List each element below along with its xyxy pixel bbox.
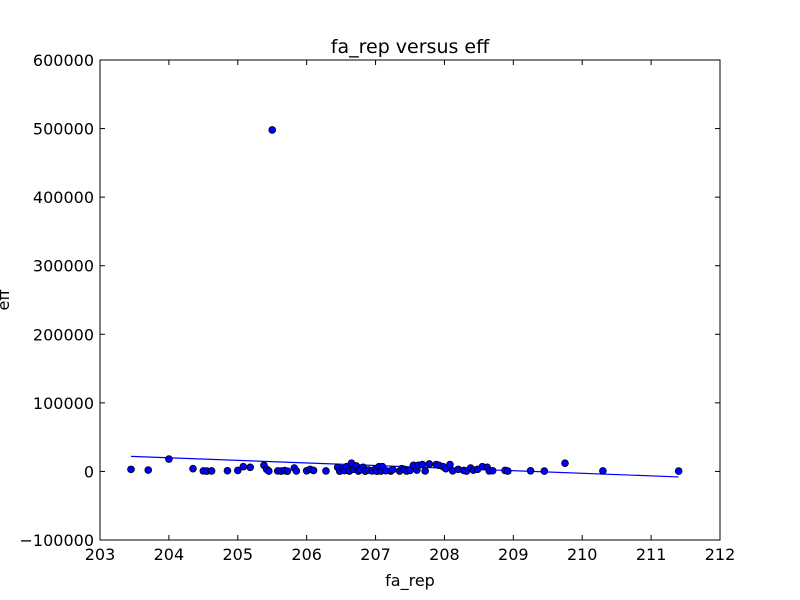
scatter-point bbox=[421, 467, 429, 475]
scatter-point bbox=[674, 467, 683, 475]
scatter-point bbox=[264, 467, 273, 475]
x-tick-label: 211 bbox=[636, 545, 667, 564]
scatter-point bbox=[540, 467, 549, 475]
y-tick-label: 600000 bbox=[33, 51, 94, 70]
scatter-point bbox=[233, 466, 242, 475]
x-tick-label: 210 bbox=[567, 545, 598, 564]
scatter-point bbox=[504, 467, 512, 475]
scatter-point bbox=[239, 462, 248, 471]
x-tick-label: 204 bbox=[154, 545, 185, 564]
scatter-point bbox=[526, 467, 535, 475]
x-tick-label: 209 bbox=[498, 545, 529, 564]
scatter-point bbox=[322, 467, 330, 475]
scatter-point bbox=[388, 465, 397, 474]
scatter-point bbox=[268, 126, 277, 134]
scatter-point bbox=[223, 466, 232, 475]
x-tick-label: 206 bbox=[291, 545, 322, 564]
scatter-point bbox=[418, 460, 427, 469]
y-tick-label: 300000 bbox=[33, 257, 94, 276]
x-axis-label: fa_rep bbox=[385, 571, 435, 591]
x-tick-label: 207 bbox=[360, 545, 391, 564]
y-tick-label: −100000 bbox=[20, 531, 94, 550]
chart-title: fa_rep versus eff bbox=[331, 36, 490, 58]
y-tick-label: 400000 bbox=[33, 188, 94, 207]
scatter-point bbox=[144, 466, 153, 474]
x-tick-label: 212 bbox=[705, 545, 736, 564]
plot-frame bbox=[99, 59, 721, 541]
scatter-point bbox=[246, 463, 254, 472]
scatter-point bbox=[283, 467, 292, 475]
scatter-point bbox=[292, 467, 301, 475]
x-tick-label: 203 bbox=[85, 545, 116, 564]
scatter-point bbox=[561, 459, 569, 468]
scatter-point bbox=[189, 464, 197, 473]
x-tick-label: 205 bbox=[223, 545, 254, 564]
scatter-point bbox=[207, 467, 216, 475]
y-tick-label: 0 bbox=[84, 462, 94, 481]
y-tick-label: 100000 bbox=[33, 394, 94, 413]
scatter-point bbox=[165, 455, 173, 463]
scatter-point bbox=[425, 460, 434, 468]
scatter-point bbox=[599, 467, 607, 475]
y-axis-label: eff bbox=[0, 289, 13, 311]
scatter-point bbox=[488, 466, 497, 475]
x-tick-label: 208 bbox=[429, 545, 460, 564]
scatter-point bbox=[446, 460, 454, 469]
y-tick-label: 500000 bbox=[33, 120, 94, 139]
scatter-point bbox=[309, 466, 318, 475]
y-tick-label: 200000 bbox=[33, 325, 94, 344]
scatter-point bbox=[127, 465, 135, 474]
